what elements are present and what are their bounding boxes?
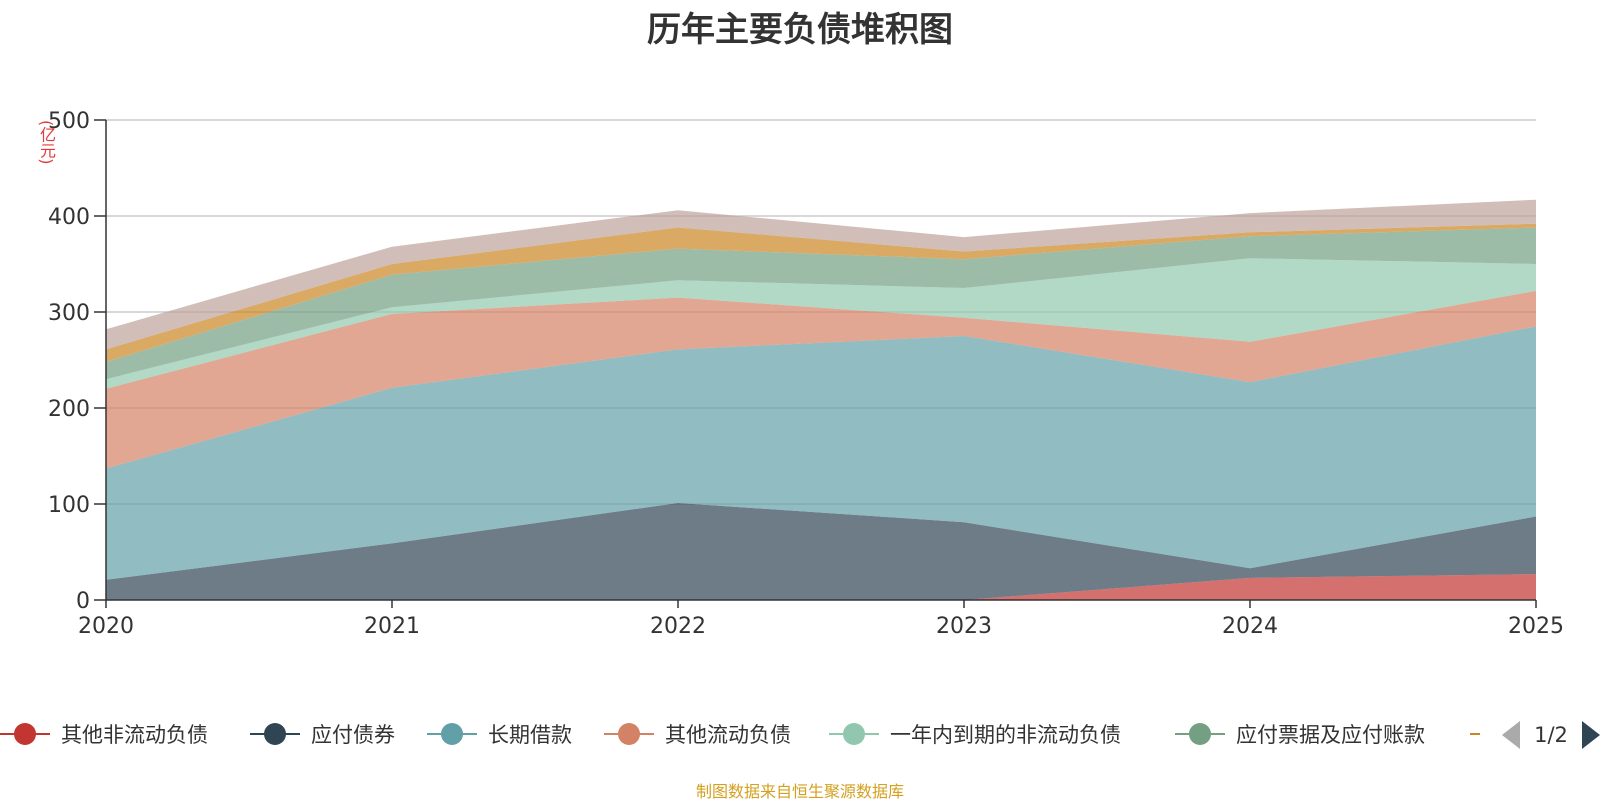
- legend-item[interactable]: 应付债券: [250, 723, 395, 747]
- legend-item[interactable]: 其他非流动负债: [0, 723, 208, 747]
- y-tick-label: 100: [48, 493, 90, 518]
- legend-label: 其他非流动负债: [61, 723, 208, 747]
- x-tick-label: 2025: [1508, 614, 1564, 639]
- area-series-1[interactable]: [106, 503, 1536, 600]
- area-series-4[interactable]: [106, 258, 1536, 389]
- legend-page-indicator: 1/2: [1534, 723, 1568, 747]
- x-tick-label: 2020: [78, 614, 134, 639]
- legend-prev-page-icon[interactable]: [1502, 721, 1520, 749]
- x-tick-label: 2024: [1222, 614, 1278, 639]
- x-tick-label: 2022: [650, 614, 706, 639]
- area-series-7[interactable]: [106, 199, 1536, 350]
- area-series-5[interactable]: [106, 227, 1536, 380]
- legend: 其他非流动负债 应付债券 长期借款 其他流动负债 一年内到期的非流动负债 应付票据及应付账…: [0, 721, 1600, 749]
- y-tick-label: 300: [48, 301, 90, 326]
- legend-dot-swatch: [264, 723, 286, 745]
- area-series-0[interactable]: [106, 574, 1536, 600]
- area-series-6[interactable]: [106, 223, 1536, 362]
- legend-label: 应付债券: [311, 723, 395, 747]
- area-series-3[interactable]: [106, 290, 1536, 469]
- stacked-areas: [106, 199, 1536, 600]
- legend-dot-swatch: [1189, 723, 1211, 745]
- legend-label: 一年内到期的非流动负债: [890, 723, 1121, 747]
- y-axis-unit-label: (亿元): [37, 120, 56, 165]
- legend-next-page-icon[interactable]: [1582, 721, 1600, 749]
- chart-title: 历年主要负债堆积图: [647, 10, 953, 50]
- y-tick-label: 200: [48, 397, 90, 422]
- legend-dot-swatch: [843, 723, 865, 745]
- legend-dot-swatch: [14, 723, 36, 745]
- axes: 0 100 200 300 400 500 2020 2021 2022 2023 2024 2025: [48, 109, 1564, 639]
- legend-item[interactable]: 其他流动负债: [604, 723, 791, 747]
- y-tick-label: 0: [76, 589, 90, 614]
- y-tick-label: 500: [48, 109, 90, 134]
- legend-item[interactable]: 长期借款: [427, 723, 572, 747]
- legend-label: 长期借款: [488, 723, 572, 747]
- x-tick-label: 2021: [364, 614, 420, 639]
- legend-item[interactable]: 应付票据及应付账款: [1175, 723, 1425, 747]
- area-series-2[interactable]: [106, 326, 1536, 580]
- legend-label: 应付票据及应付账款: [1236, 723, 1425, 747]
- source-note: 制图数据来自恒生聚源数据库: [695, 782, 904, 801]
- legend-item[interactable]: 一年内到期的非流动负债: [829, 723, 1121, 747]
- legend-label: 其他流动负债: [665, 723, 791, 747]
- y-tick-label: 400: [48, 205, 90, 230]
- x-tick-label: 2023: [936, 614, 992, 639]
- legend-dot-swatch: [441, 723, 463, 745]
- legend-dot-swatch: [618, 723, 640, 745]
